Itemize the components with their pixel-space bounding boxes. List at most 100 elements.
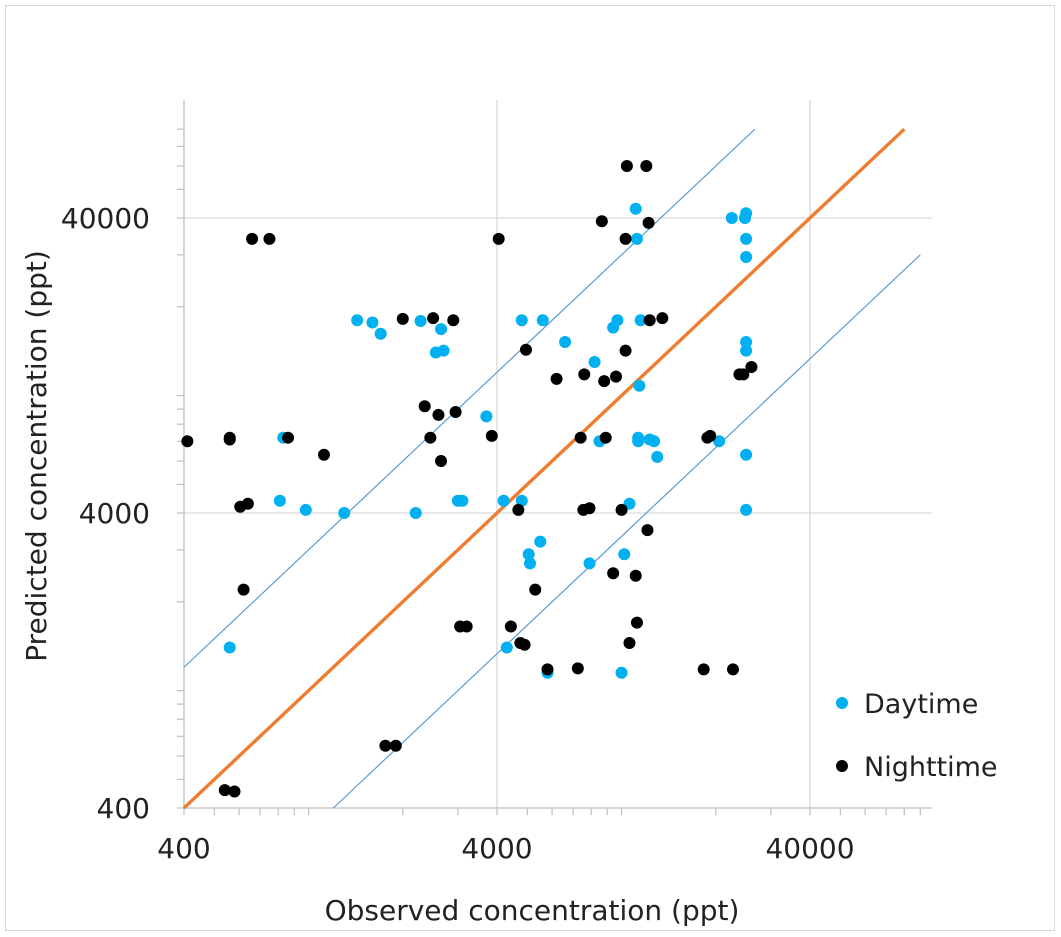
nighttime-point [615,503,628,516]
daytime-point [634,314,647,327]
daytime-point [740,503,753,516]
daytime-point [273,494,286,507]
reference-lines [182,127,921,810]
nighttime-point [641,524,654,537]
daytime-point [435,323,448,336]
daytime-point [630,232,643,245]
nighttime-point [317,448,330,461]
nighttime-point [223,433,236,446]
upper-bound-line [183,128,756,668]
legend-label-nighttime: Nighttime [864,752,998,783]
nighttime-point [630,616,643,629]
nighttime-point [595,215,608,228]
nighttime-point [485,429,498,442]
nighttime-point [643,314,656,327]
nighttime-point [181,435,194,448]
daytime-point [725,212,738,224]
nighttime-point [379,739,392,752]
lower-bound-line [332,254,921,809]
daytime-point [740,335,753,348]
daytime-point [740,232,753,245]
nighttime-point [620,160,633,173]
nighttime-point [492,232,505,245]
legend-marker-nighttime [836,760,848,772]
daytime-point [632,435,645,448]
nighttime-point [460,620,473,633]
daytime-point [648,435,661,448]
nighttime-point [623,637,636,650]
x-tick-label: 400 [157,832,210,865]
nighttime-point [282,431,295,444]
x-tick-label: 4000 [461,832,532,865]
nighttime-point [629,569,642,582]
daytime-point [500,641,513,654]
daytime-point [414,315,427,328]
daytime-point [629,202,642,215]
data-points [181,160,758,798]
nighttime-point [583,502,596,515]
nighttime-point [519,343,532,356]
nighttime-point [726,663,739,676]
daytime-point [223,641,236,654]
nighttime-point [578,368,591,381]
nighttime-point [432,408,445,421]
nighttime-point [518,638,531,651]
y-tick-label: 40000 [61,202,150,235]
daytime-point [713,435,726,448]
nighttime-point [550,372,563,385]
daytime-point [299,503,312,516]
nighttime-point [571,662,584,675]
nighttime-point [642,216,655,229]
daytime-point [740,207,753,220]
nighttime-point [447,314,460,327]
daytime-point [559,335,572,348]
nighttime-point [389,739,402,752]
nighttime-point [610,370,623,383]
nighttime-point [599,431,612,444]
nighttime-point [697,663,710,676]
chart-frame [5,5,1055,931]
daytime-point [583,557,596,570]
daytime-point [740,448,753,461]
daytime-point [437,344,450,357]
daytime-point [615,666,628,679]
daytime-point [456,494,469,507]
daytime-point [588,355,601,368]
y-axis-title: Predicted concentration (ppt) [20,250,53,662]
nighttime-point [656,312,669,325]
daytime-point [522,548,535,561]
y-tick-label: 400 [97,792,150,825]
daytime-point [409,507,422,519]
daytime-point [515,494,528,507]
nighttime-point [228,785,241,798]
nighttime-point [237,583,250,596]
daytime-point [536,314,549,327]
axes [177,100,932,815]
daytime-point [534,535,547,548]
nighttime-point [598,375,611,388]
nighttime-point [396,312,409,325]
one-to-one-line [182,127,906,810]
nighttime-point [504,620,517,633]
daytime-point [374,327,387,340]
x-tick-label: 40000 [765,832,854,865]
nighttime-point [737,368,750,381]
nighttime-point [704,429,717,442]
nighttime-point [263,232,276,245]
daytime-point [633,379,646,392]
legend: Daytime Nighttime [836,689,998,783]
daytime-point [524,557,537,570]
daytime-point [351,314,364,327]
daytime-point [611,314,624,327]
daytime-point [740,344,753,357]
daytime-point [515,314,528,327]
daytime-point [740,251,753,264]
nighttime-point [529,583,542,596]
nighttime-point [640,160,653,173]
nighttime-point [619,344,632,357]
nighttime-point [745,361,758,374]
nighttime-point [418,400,431,413]
nighttime-point [246,232,259,245]
daytime-point [497,494,510,507]
